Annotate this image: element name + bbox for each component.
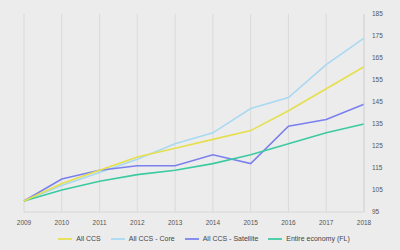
svg-text:115: 115 bbox=[372, 164, 383, 171]
svg-text:2010: 2010 bbox=[55, 219, 70, 226]
svg-text:185: 185 bbox=[372, 10, 383, 17]
svg-text:155: 155 bbox=[372, 76, 383, 83]
svg-text:165: 165 bbox=[372, 54, 383, 61]
svg-text:2009: 2009 bbox=[17, 219, 32, 226]
svg-text:135: 135 bbox=[372, 120, 383, 127]
svg-text:2017: 2017 bbox=[319, 219, 334, 226]
html-text:All CCS: All CCS bbox=[76, 234, 101, 242]
svg-text:125: 125 bbox=[372, 142, 383, 149]
svg-text:2012: 2012 bbox=[130, 219, 145, 226]
svg-text:145: 145 bbox=[372, 98, 383, 105]
svg-text:175: 175 bbox=[372, 32, 383, 39]
svg-text:2014: 2014 bbox=[206, 219, 221, 226]
html-text:Entire economy (FL): Entire economy (FL) bbox=[286, 234, 350, 242]
html-text:All CCS - Core: All CCS - Core bbox=[128, 234, 175, 242]
svg-text:2013: 2013 bbox=[168, 219, 183, 226]
svg-text:2015: 2015 bbox=[243, 219, 258, 226]
svg-text:2018: 2018 bbox=[357, 219, 372, 226]
svg-text:2016: 2016 bbox=[281, 219, 296, 226]
svg-text:105: 105 bbox=[372, 186, 383, 193]
svg-text:95: 95 bbox=[372, 208, 380, 215]
html-text:All CCS - Satellite: All CCS - Satellite bbox=[202, 234, 259, 242]
svg-text:2011: 2011 bbox=[93, 219, 107, 226]
